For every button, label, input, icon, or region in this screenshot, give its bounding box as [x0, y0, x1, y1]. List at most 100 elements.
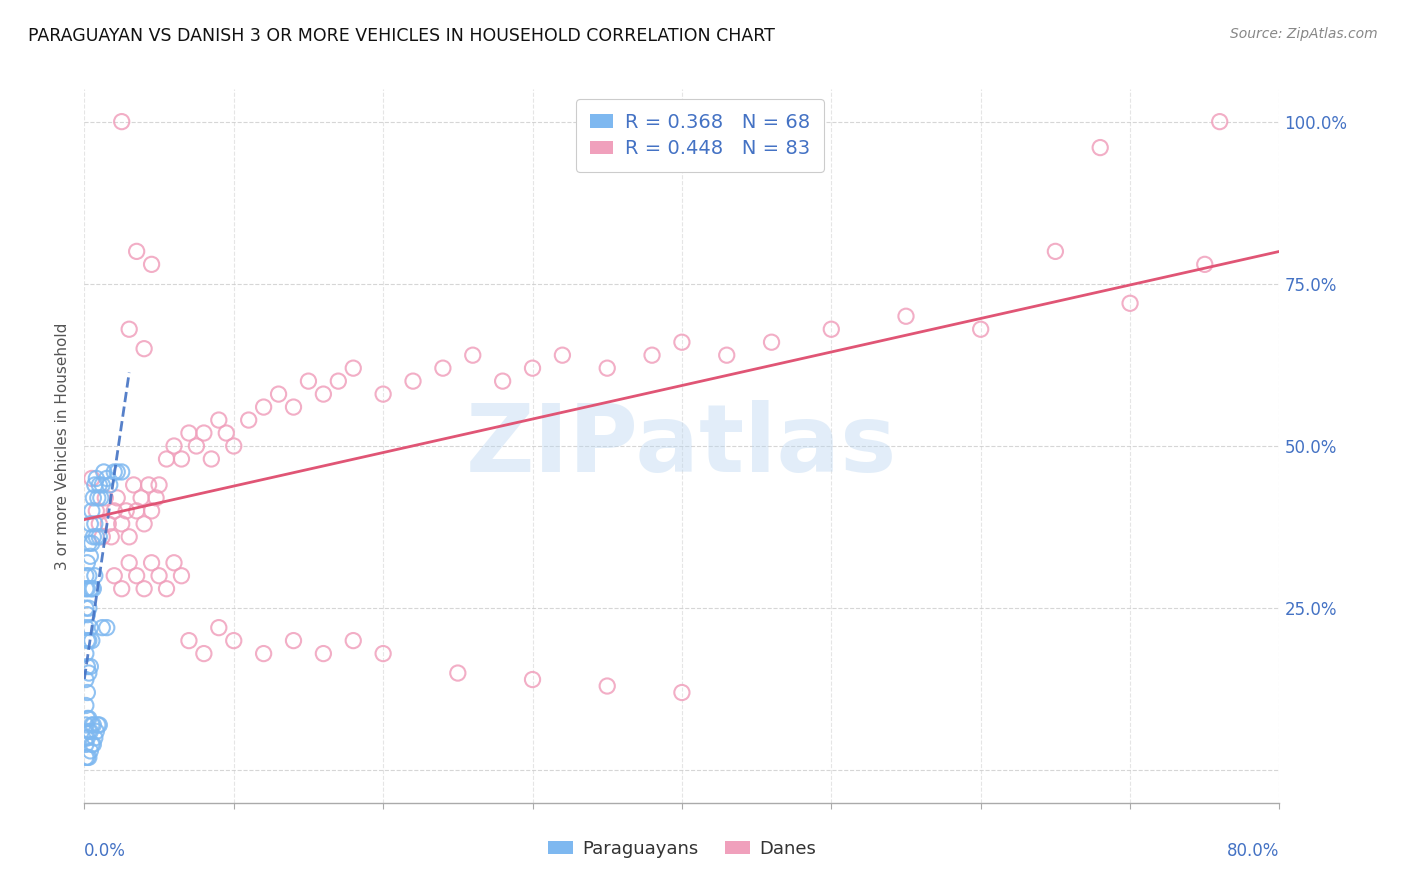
- Point: [111, 582, 134, 596]
- Point: [447, 666, 470, 681]
- Point: [820, 322, 842, 336]
- Point: [103, 465, 125, 479]
- Point: [76, 659, 98, 673]
- Point: [76, 607, 98, 622]
- Point: [312, 387, 335, 401]
- Point: [89, 516, 111, 531]
- Point: [105, 465, 128, 479]
- Point: [193, 425, 215, 440]
- Point: [80, 633, 103, 648]
- Point: [402, 374, 425, 388]
- Point: [970, 322, 993, 336]
- Point: [761, 335, 783, 350]
- Point: [77, 750, 100, 764]
- Point: [132, 516, 156, 531]
- Point: [76, 685, 98, 699]
- Point: [94, 491, 117, 505]
- Point: [283, 633, 305, 648]
- Point: [105, 491, 128, 505]
- Point: [267, 387, 290, 401]
- Point: [125, 568, 148, 582]
- Point: [111, 516, 134, 531]
- Point: [91, 530, 114, 544]
- Point: [82, 738, 104, 752]
- Point: [1045, 244, 1067, 259]
- Point: [79, 516, 101, 531]
- Point: [148, 568, 170, 582]
- Point: [75, 731, 97, 745]
- Point: [297, 374, 319, 388]
- Point: [522, 673, 544, 687]
- Point: [193, 647, 215, 661]
- Point: [208, 621, 231, 635]
- Point: [461, 348, 484, 362]
- Point: [87, 491, 110, 505]
- Point: [125, 244, 148, 259]
- Point: [86, 530, 108, 544]
- Point: [79, 744, 101, 758]
- Point: [80, 738, 103, 752]
- Point: [80, 536, 103, 550]
- Point: [80, 504, 103, 518]
- Point: [90, 491, 112, 505]
- Y-axis label: 3 or more Vehicles in Household: 3 or more Vehicles in Household: [55, 322, 70, 570]
- Point: [177, 633, 200, 648]
- Point: [82, 582, 104, 596]
- Point: [103, 568, 125, 582]
- Point: [118, 556, 141, 570]
- Point: [132, 342, 156, 356]
- Point: [75, 621, 97, 635]
- Text: Source: ZipAtlas.com: Source: ZipAtlas.com: [1230, 27, 1378, 41]
- Point: [79, 582, 101, 596]
- Point: [1119, 296, 1142, 310]
- Point: [145, 491, 167, 505]
- Point: [75, 673, 97, 687]
- Point: [75, 568, 97, 582]
- Text: ZIPatlas: ZIPatlas: [467, 400, 897, 492]
- Point: [79, 621, 101, 635]
- Point: [86, 724, 108, 739]
- Text: 0.0%: 0.0%: [84, 842, 127, 860]
- Point: [80, 582, 103, 596]
- Point: [215, 425, 238, 440]
- Point: [148, 478, 170, 492]
- Point: [86, 471, 108, 485]
- Point: [238, 413, 260, 427]
- Point: [76, 711, 98, 725]
- Point: [83, 731, 105, 745]
- Point: [80, 471, 103, 485]
- Point: [163, 439, 186, 453]
- Point: [77, 536, 100, 550]
- Point: [97, 516, 120, 531]
- Point: [77, 568, 100, 582]
- Point: [76, 556, 98, 570]
- Point: [77, 601, 100, 615]
- Point: [82, 491, 104, 505]
- Point: [91, 621, 114, 635]
- Point: [115, 504, 138, 518]
- Point: [75, 601, 97, 615]
- Point: [77, 711, 100, 725]
- Point: [125, 504, 148, 518]
- Point: [551, 348, 574, 362]
- Point: [118, 530, 141, 544]
- Point: [312, 647, 335, 661]
- Point: [522, 361, 544, 376]
- Point: [170, 568, 193, 582]
- Point: [163, 556, 186, 570]
- Point: [141, 257, 163, 271]
- Point: [208, 413, 231, 427]
- Point: [82, 718, 104, 732]
- Point: [96, 621, 118, 635]
- Point: [186, 439, 208, 453]
- Point: [170, 452, 193, 467]
- Point: [89, 718, 111, 732]
- Point: [79, 724, 101, 739]
- Point: [93, 465, 115, 479]
- Point: [283, 400, 305, 414]
- Point: [75, 698, 97, 713]
- Point: [373, 647, 395, 661]
- Point: [89, 530, 111, 544]
- Point: [122, 478, 145, 492]
- Point: [1209, 114, 1232, 128]
